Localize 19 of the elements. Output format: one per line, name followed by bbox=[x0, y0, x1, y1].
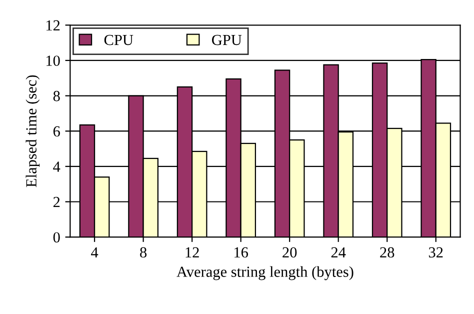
x-tick-label: 24 bbox=[331, 247, 346, 258]
x-tick-label: 20 bbox=[282, 247, 297, 258]
x-tick-label: 4 bbox=[91, 247, 98, 258]
y-tick-label: 0 bbox=[53, 232, 60, 243]
y-tick-label: 6 bbox=[53, 126, 60, 137]
y-axis-title: Elapsed time (sec) bbox=[26, 75, 40, 188]
legend-label: CPU bbox=[104, 34, 134, 46]
y-tick-label: 8 bbox=[53, 90, 60, 102]
y-tick-label: 4 bbox=[53, 162, 60, 172]
x-tick-label: 32 bbox=[428, 247, 443, 258]
legend-label: GPU bbox=[212, 34, 242, 46]
x-tick-label: 16 bbox=[234, 247, 248, 258]
x-tick-label: 28 bbox=[380, 247, 394, 258]
x-tick-label: 8 bbox=[140, 247, 147, 258]
x-axis-title: Average string length (bytes) bbox=[176, 266, 354, 280]
y-tick-label: 10 bbox=[46, 56, 60, 66]
y-tick-label: 12 bbox=[46, 20, 60, 30]
y-tick-label: 2 bbox=[53, 196, 60, 208]
x-tick-label: 12 bbox=[186, 247, 199, 258]
